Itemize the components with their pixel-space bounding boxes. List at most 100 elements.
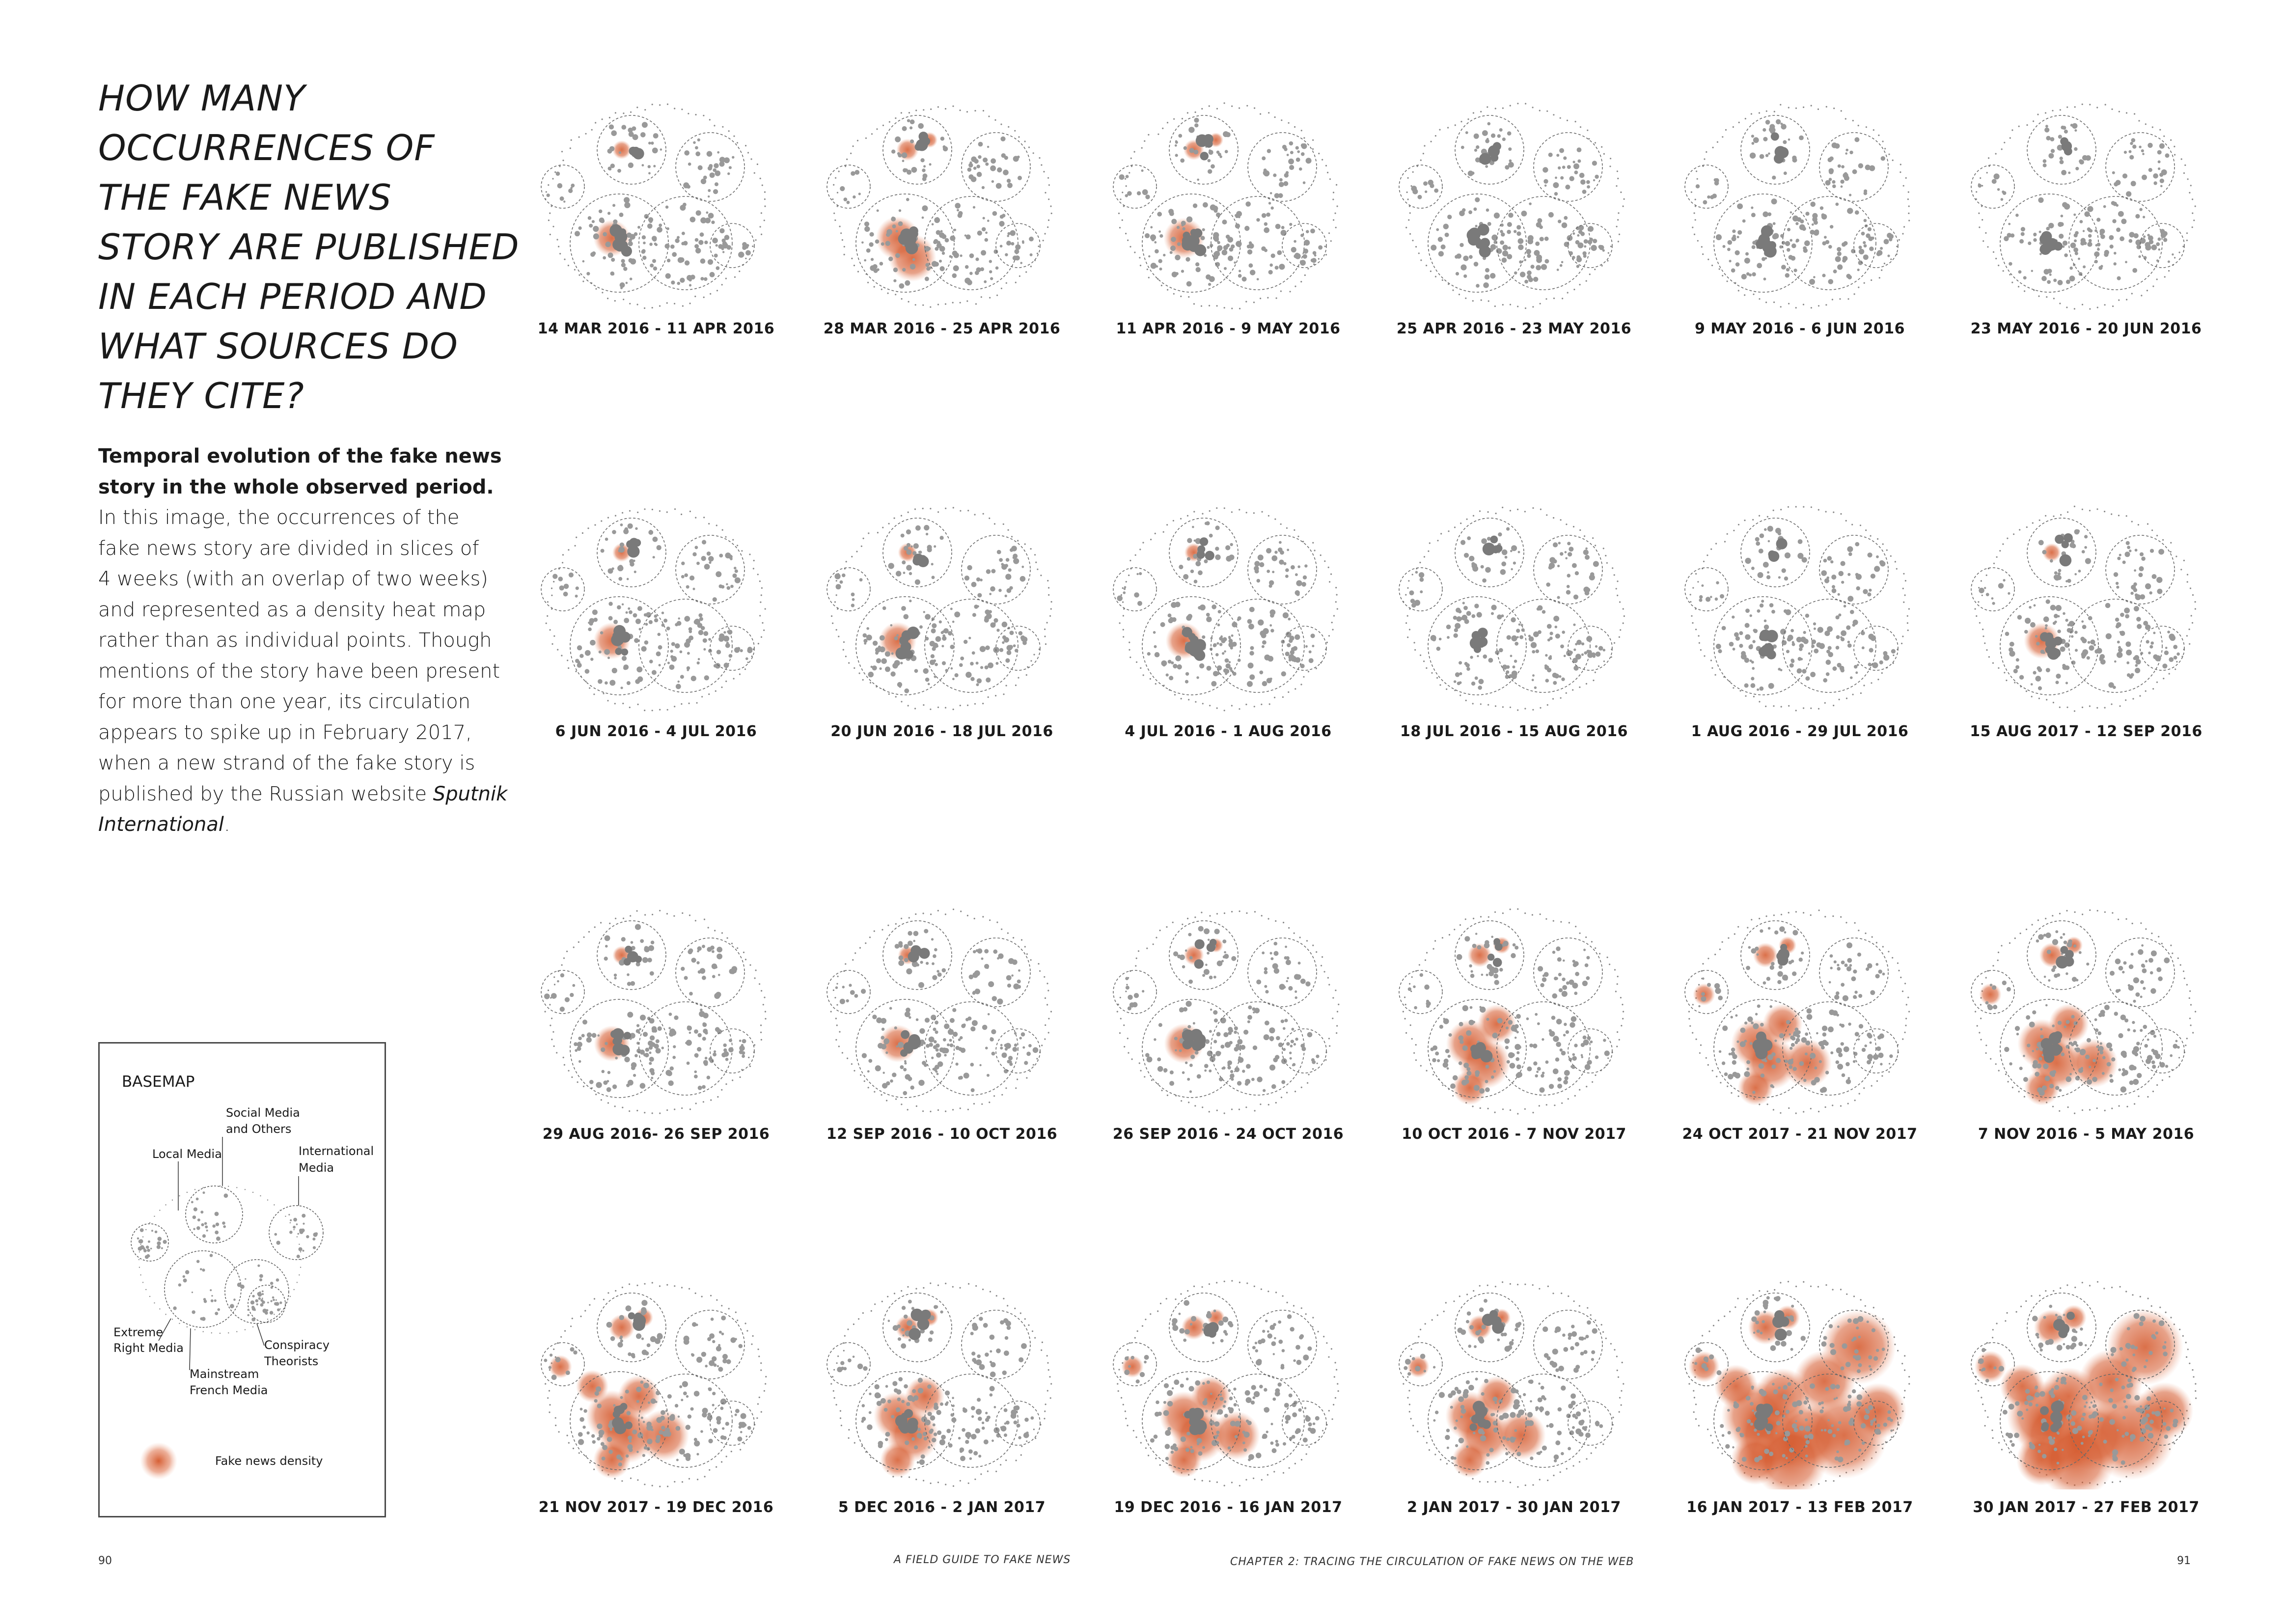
heat-blob — [1467, 943, 1492, 967]
legend-label-social: and Others — [226, 1122, 291, 1136]
density-map — [824, 96, 1060, 312]
legend-title: BASEMAP — [122, 1073, 194, 1091]
basemap-svg — [541, 1282, 767, 1487]
map-period-label: 18 JUL 2016 - 15 AUG 2016 — [1400, 723, 1628, 740]
legend-basemap — [131, 1137, 324, 1371]
legend-label-extreme-right: Extreme — [113, 1325, 163, 1339]
chapter-title: CHAPTER 2: TRACING THE CIRCULATION OF FA… — [1230, 1556, 1634, 1568]
basemap-svg — [1399, 908, 1624, 1115]
legend-label-social: Social Media — [226, 1106, 300, 1120]
legend-label-local: Local Media — [152, 1147, 222, 1161]
basemap-svg — [1113, 910, 1340, 1114]
basemap-svg — [541, 508, 766, 712]
basemap-svg — [1113, 1280, 1339, 1486]
source-name: Sputnik — [433, 782, 508, 805]
density-map — [824, 1273, 1060, 1489]
map-period-label: 6 JUN 2016 - 4 JUL 2016 — [555, 723, 757, 740]
legend-label-extreme-right: Right Media — [113, 1341, 184, 1355]
heat-blob — [593, 1441, 631, 1479]
heat-blob — [2000, 1364, 2045, 1409]
legend-label-mainstream: French Media — [190, 1383, 268, 1397]
map-period-label: 25 APR 2016 - 23 MAY 2016 — [1396, 320, 1632, 337]
description-line: rather than as individual points. Though — [98, 629, 492, 652]
density-map — [538, 498, 774, 715]
basemap-svg — [1971, 505, 2196, 712]
basemap-svg — [1971, 103, 2196, 310]
density-map — [538, 96, 774, 312]
heat-blob — [1979, 983, 2002, 1006]
density-map — [824, 498, 1060, 715]
page-number-right: 91 — [2177, 1555, 2191, 1567]
density-map — [1110, 901, 1346, 1117]
heat-blob — [2038, 1422, 2115, 1498]
density-map — [1682, 96, 1918, 312]
map-period-label: 26 SEP 2016 - 24 OCT 2016 — [1112, 1126, 1344, 1143]
legend-box: BASEMAP Social Media and Others Local Me… — [98, 1042, 386, 1517]
heat-blob — [1452, 1442, 1488, 1478]
title-line: HOW MANY — [98, 78, 306, 119]
heat-blob — [1737, 1070, 1774, 1106]
density-map — [538, 1273, 774, 1489]
density-map — [1968, 498, 2204, 715]
legend-label-international: International — [299, 1144, 374, 1158]
description-lead: story in the whole observed period. — [98, 475, 494, 498]
map-period-label: 16 JAN 2017 - 13 FEB 2017 — [1686, 1499, 1913, 1516]
heat-blob — [896, 138, 919, 161]
basemap-svg — [1684, 909, 1910, 1114]
density-map — [1110, 1273, 1346, 1489]
heat-blob — [2079, 1349, 2143, 1413]
density-map — [1396, 1273, 1632, 1489]
basemap-svg — [1399, 103, 1625, 309]
description-line: for more than one year, its circulation — [98, 690, 471, 713]
legend-label-conspiracy: Theorists — [264, 1354, 318, 1368]
legend-label-conspiracy: Conspiracy — [264, 1338, 330, 1352]
map-period-label: 2 JAN 2017 - 30 JAN 2017 — [1407, 1499, 1621, 1516]
heat-blob — [1762, 1004, 1803, 1044]
legend-label-international: Media — [299, 1161, 334, 1175]
description-line: published by the Russian website Sputnik — [98, 779, 507, 810]
heat-blob — [576, 1370, 609, 1403]
map-period-label: 14 MAR 2016 - 11 APR 2016 — [537, 320, 775, 337]
title-line: THEY CITE? — [98, 375, 304, 416]
density-map — [824, 901, 1060, 1117]
basemap-svg — [1684, 104, 1910, 309]
basemap-svg — [826, 1282, 1052, 1487]
map-period-label: 9 MAY 2016 - 6 JUN 2016 — [1695, 320, 1905, 337]
map-period-label: 5 DEC 2016 - 2 JAN 2017 — [838, 1499, 1046, 1516]
basemap-svg — [1399, 1281, 1624, 1488]
map-period-label: 30 JAN 2017 - 27 FEB 2017 — [1973, 1499, 2200, 1516]
density-map — [1682, 498, 1918, 715]
basemap-svg — [1684, 1281, 1910, 1497]
title-line: WHAT SOURCES DO — [98, 326, 458, 367]
map-period-label: 24 OCT 2017 - 21 NOV 2017 — [1682, 1126, 1918, 1143]
heat-blob — [608, 1314, 635, 1341]
map-period-label: 12 SEP 2016 - 10 OCT 2016 — [826, 1126, 1058, 1143]
map-period-label: 10 OCT 2016 - 7 NOV 2017 — [1402, 1126, 1626, 1143]
basemap-svg — [1113, 102, 1338, 309]
description-text: . — [224, 813, 230, 836]
density-map — [1396, 901, 1632, 1117]
basemap-svg — [1684, 506, 1910, 712]
basemap-svg — [1113, 507, 1338, 712]
map-period-label: 19 DEC 2016 - 16 JAN 2017 — [1114, 1499, 1343, 1516]
map-period-label: 29 AUG 2016- 26 SEP 2016 — [542, 1126, 770, 1143]
density-swatch — [140, 1442, 177, 1480]
heat-blob — [1477, 1376, 1517, 1416]
title-line: STORY ARE PUBLISHED — [98, 226, 520, 268]
guide-title: A FIELD GUIDE TO FAKE NEWS — [894, 1554, 1071, 1566]
density-map — [1396, 96, 1632, 312]
heat-blob — [612, 140, 632, 160]
heat-blob — [2042, 543, 2061, 562]
description-lead: Temporal evolution of the fake news — [98, 445, 502, 468]
heat-blob — [1793, 1350, 1856, 1413]
density-map — [1110, 96, 1346, 312]
description-line: In this image, the occurrences of the — [98, 506, 460, 529]
title-line: IN EACH PERIOD AND — [98, 276, 487, 317]
basemap-svg — [826, 908, 1052, 1112]
heat-blob — [1783, 1039, 1832, 1088]
heat-blob — [888, 234, 936, 282]
legend-label-mainstream: Mainstream — [190, 1367, 259, 1381]
basemap-svg — [541, 909, 767, 1114]
legend-density-label: Fake news density — [215, 1454, 323, 1468]
density-map — [1682, 1273, 1918, 1497]
